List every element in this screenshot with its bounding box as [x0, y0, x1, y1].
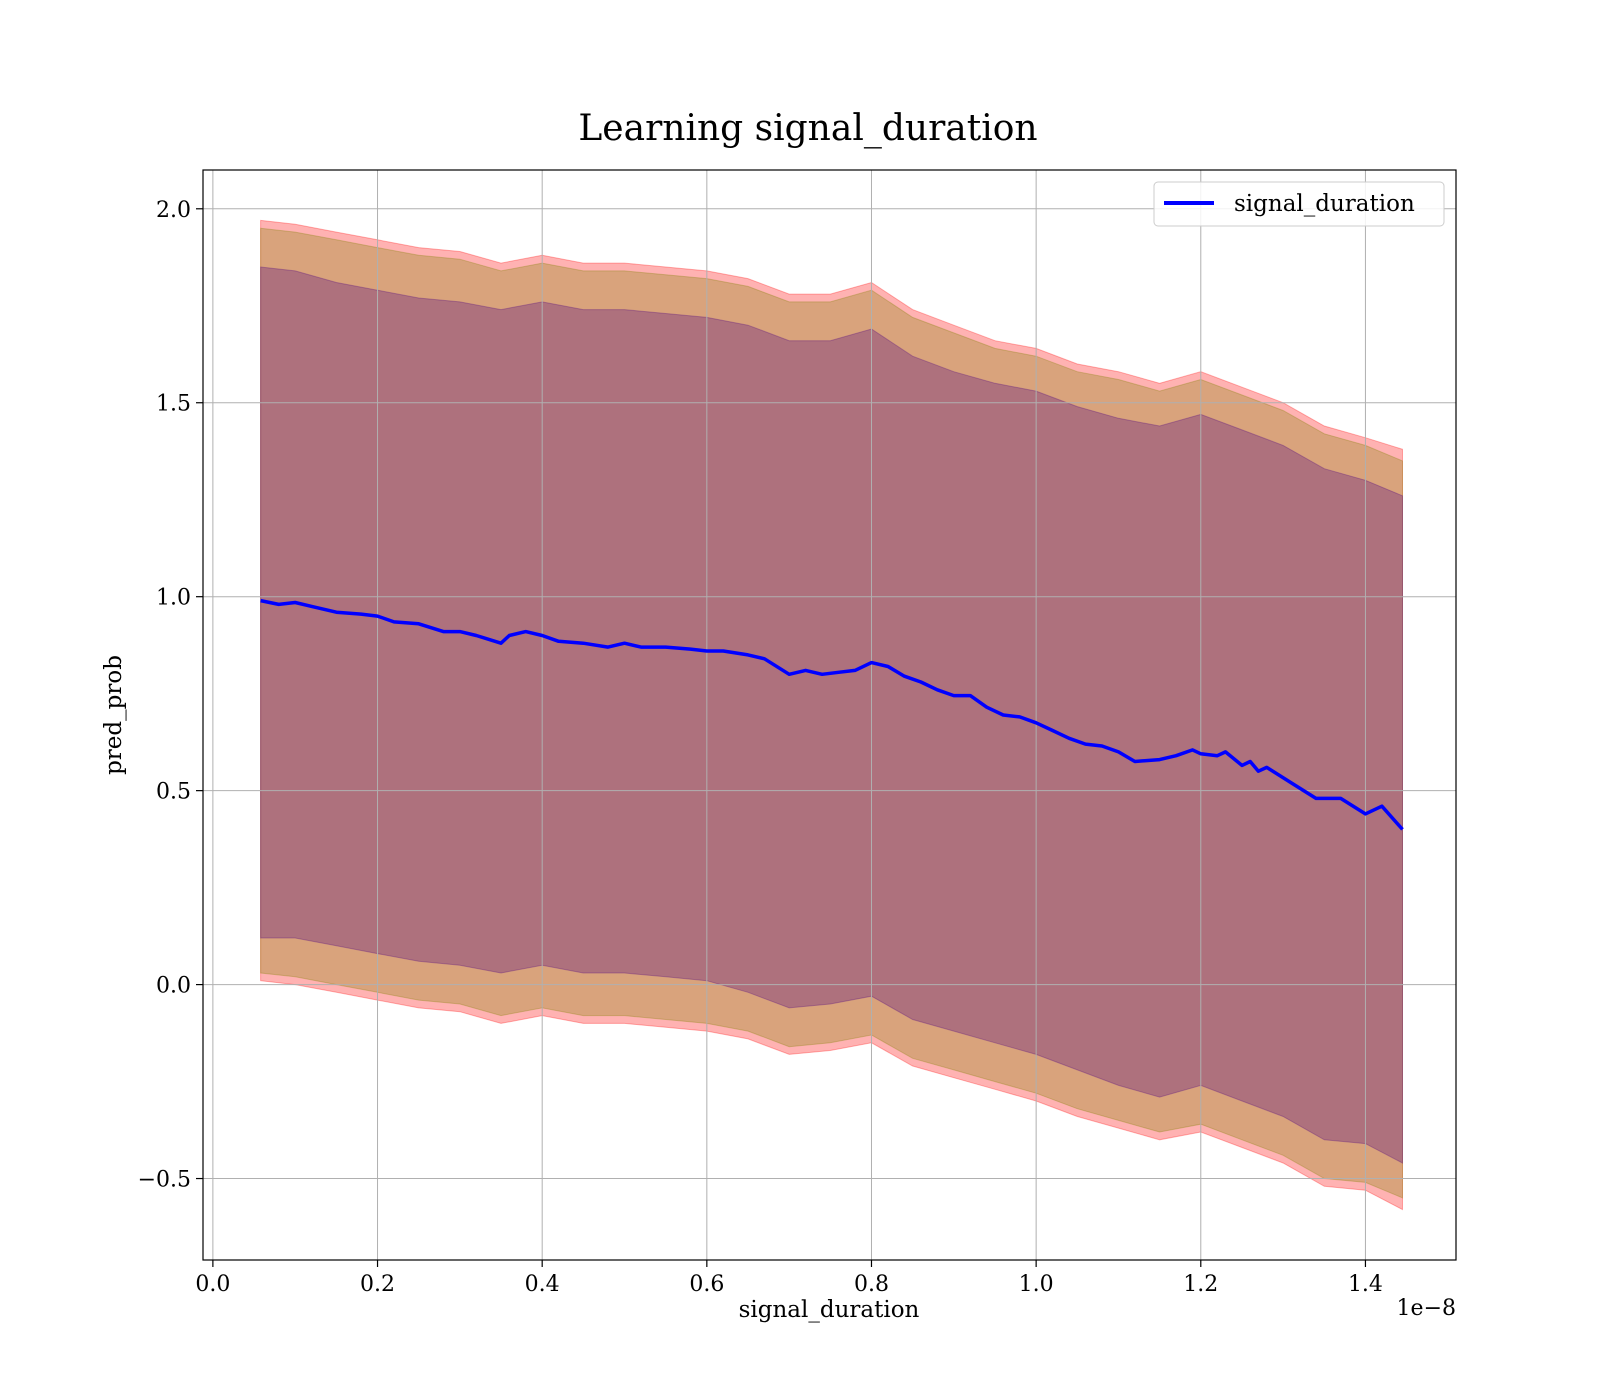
legend-frame	[1153, 181, 1445, 227]
confidence-band-3	[260, 266, 1403, 1164]
y-tick-label: 1.0	[156, 586, 191, 611]
y-tick-label: −0.5	[138, 1168, 191, 1193]
confidence-bands	[260, 219, 1403, 1211]
y-axis-label: pred_prob	[101, 655, 127, 775]
y-tick-label: 1.5	[156, 392, 191, 417]
plot-frame	[202, 169, 1457, 1261]
y-tick-label: 2.0	[156, 198, 191, 223]
legend-entry-label: signal_duration	[1234, 191, 1415, 217]
y-tick-label: 0.5	[156, 780, 191, 805]
x-tick-label: 0.4	[525, 1272, 560, 1297]
x-axis-ticks: 0.0 0.2 0.4 0.6 0.8 1.0 1.2 1.4	[195, 1260, 1383, 1297]
x-tick-label: 1.2	[1183, 1272, 1218, 1297]
series-line-signal_duration	[260, 598, 1404, 831]
confidence-band-2	[260, 227, 1403, 1199]
chart-title: Learning signal_duration	[578, 108, 1037, 149]
y-tick-label: 0.0	[156, 974, 191, 999]
legend: signal_duration	[1153, 181, 1445, 227]
grid	[203, 170, 1456, 1260]
x-tick-label: 0.0	[195, 1272, 230, 1297]
x-axis-label: signal_duration	[739, 1297, 920, 1323]
x-tick-label: 0.8	[854, 1272, 889, 1297]
confidence-band-1	[260, 219, 1403, 1211]
x-tick-label: 1.4	[1348, 1272, 1383, 1297]
x-tick-label: 0.6	[689, 1272, 724, 1297]
x-tick-label: 0.2	[360, 1272, 395, 1297]
series-lines	[260, 598, 1404, 831]
x-axis-offset-text: 1e−8	[1397, 1296, 1456, 1321]
x-tick-label: 1.0	[1019, 1272, 1054, 1297]
y-axis-ticks: 2.0 1.5 1.0 0.5 0.0 −0.5	[138, 198, 203, 1193]
